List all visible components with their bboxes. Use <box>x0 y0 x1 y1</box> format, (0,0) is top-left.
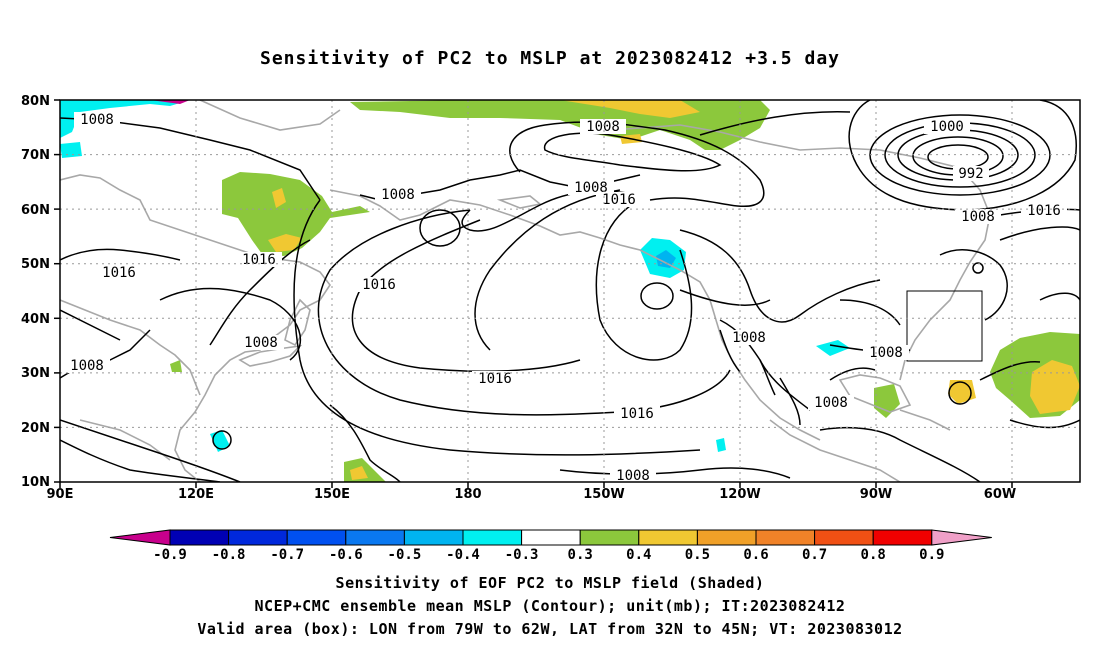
contour-label: 1016 <box>362 277 396 293</box>
colorbar-cell <box>286 529 347 546</box>
colorbar-cell <box>345 529 405 546</box>
negative-region <box>816 340 850 356</box>
contour-label: 1008 <box>961 209 995 225</box>
colorbar-label: 0.6 <box>743 547 768 563</box>
lat-label: 30N <box>21 366 50 381</box>
colorbar-label: -0.3 <box>505 547 539 563</box>
colorbar <box>109 529 992 546</box>
colorbar-cell <box>755 529 816 546</box>
contour-label: 1016 <box>102 265 136 281</box>
colorbar-cell <box>814 529 874 546</box>
colorbar-label: -0.4 <box>446 547 480 563</box>
lat-label: 60N <box>21 203 50 218</box>
valid-area-box <box>906 290 983 362</box>
contour-label: 1000 <box>930 119 964 135</box>
contour-label: 1008 <box>381 187 415 203</box>
lon-label: 60W <box>984 487 1016 502</box>
colorbar-label: -0.8 <box>212 547 246 563</box>
contour-label: 992 <box>958 166 983 182</box>
lat-label: 70N <box>21 148 50 163</box>
lon-label: 150W <box>583 487 624 502</box>
lon-label: 180 <box>454 487 481 502</box>
lat-label: 20N <box>21 421 50 436</box>
axis-ticks <box>54 99 1013 488</box>
plot-frame <box>59 99 1081 483</box>
contour-label: 1008 <box>869 345 903 361</box>
colorbar-label: 0.7 <box>802 547 827 563</box>
colorbar-cell <box>872 529 933 546</box>
colorbar-label: 0.5 <box>685 547 710 563</box>
caption-line-1: Sensitivity of EOF PC2 to MSLP field (Sh… <box>335 574 765 592</box>
contour-label: 1016 <box>620 406 654 422</box>
lon-label: 90W <box>860 487 892 502</box>
contour-label: 1008 <box>244 335 278 351</box>
colorbar-cell <box>228 529 288 546</box>
contour-label: 1008 <box>70 358 104 374</box>
positive-region <box>560 100 700 118</box>
colorbar-label: 0.4 <box>626 547 651 563</box>
colorbar-cell <box>403 529 464 546</box>
colorbar-label: 0.9 <box>919 547 944 563</box>
contour-label: 1008 <box>732 330 766 346</box>
lat-label: 40N <box>21 312 50 327</box>
map-title: Sensitivity of PC2 to MSLP at 2023082412… <box>259 48 840 69</box>
positive-region <box>1030 360 1080 414</box>
contour-label: 1016 <box>242 252 276 268</box>
contour-label: 1008 <box>80 112 114 128</box>
lat-label: 50N <box>21 257 50 272</box>
lat-labels: 80N 70N 60N 50N 40N 30N 20N 10N <box>21 94 50 490</box>
positive-region <box>170 360 182 372</box>
contour-label: 1016 <box>602 192 636 208</box>
lon-label: 120W <box>719 487 760 502</box>
contour-labels: 1008 1008 1008 1000 992 1008 1016 1016 1… <box>64 112 1067 484</box>
colorbar-cell <box>696 529 757 546</box>
negative-region <box>716 438 726 452</box>
lat-label: 10N <box>21 475 50 490</box>
lon-label: 90E <box>47 487 74 502</box>
colorbar-cell <box>638 529 698 546</box>
positive-region <box>222 172 370 256</box>
contour-label: 1016 <box>478 371 512 387</box>
contour-label: 1016 <box>1027 203 1061 219</box>
colorbar-cell <box>579 529 640 546</box>
colorbar-cell <box>462 529 523 546</box>
positive-region <box>272 188 286 208</box>
colorbar-cell <box>521 529 581 546</box>
grid <box>60 100 1080 482</box>
contour-label: 1008 <box>586 119 620 135</box>
colorbar-label: 0.3 <box>568 547 593 563</box>
lon-label: 150E <box>314 487 350 502</box>
colorbar-label: -0.5 <box>388 547 422 563</box>
lat-label: 80N <box>21 94 50 109</box>
positive-region <box>268 234 302 252</box>
negative-region <box>60 142 82 158</box>
coastlines <box>60 100 991 482</box>
colorbar-cell <box>169 529 230 546</box>
contour-label: 1008 <box>814 395 848 411</box>
colorbar-label: -0.9 <box>153 547 187 563</box>
colorbar-arrow-left <box>109 529 171 546</box>
colorbar-label: -0.7 <box>270 547 304 563</box>
lon-labels: 90E 120E 150E 180 150W 120W 90W 60W <box>47 487 1017 502</box>
colorbar-label: 0.8 <box>861 547 886 563</box>
caption-line-2: NCEP+CMC ensemble mean MSLP (Contour); u… <box>254 597 846 615</box>
contour-label: 1008 <box>616 468 650 484</box>
caption-line-3: Valid area (box): LON from 79W to 62W, L… <box>197 620 903 638</box>
lon-label: 120E <box>178 487 214 502</box>
positive-region <box>874 384 900 418</box>
colorbar-label: -0.6 <box>329 547 363 563</box>
negative-region <box>150 100 190 104</box>
negative-region <box>60 100 190 138</box>
colorbar-arrow-right <box>931 529 992 546</box>
colorbar-labels: -0.9 -0.8 -0.7 -0.6 -0.5 -0.4 -0.3 0.3 0.4 0.5 0.6… <box>153 547 944 563</box>
positive-region <box>350 466 368 480</box>
